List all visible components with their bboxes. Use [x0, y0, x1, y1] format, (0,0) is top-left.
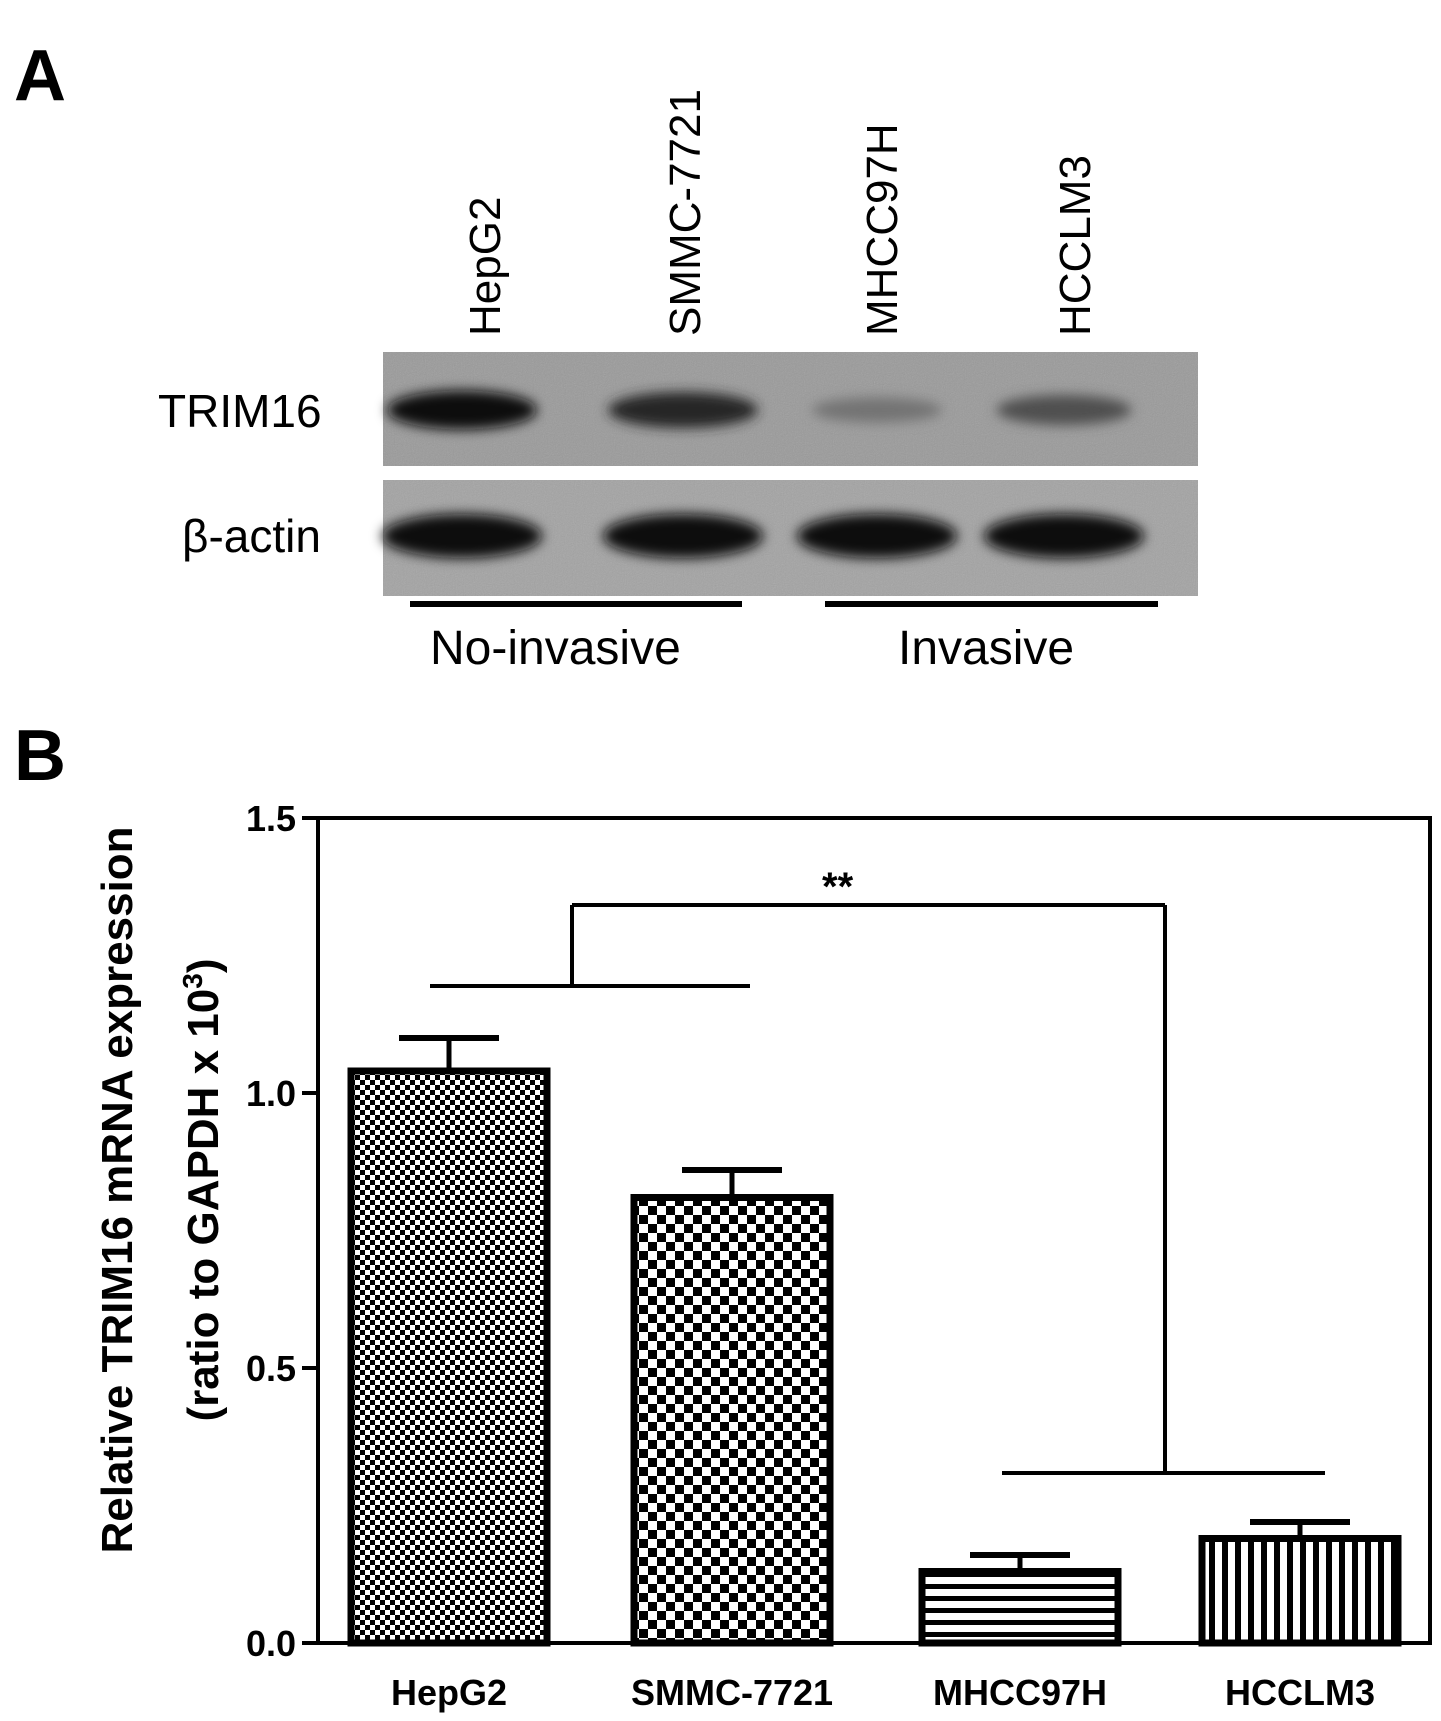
group-label-invasive: Invasive	[898, 622, 1074, 675]
bar-hepg2	[347, 1067, 551, 1647]
bar-mhcc97h	[918, 1568, 1122, 1647]
band-trim16-2	[812, 397, 942, 423]
significance-bracket	[430, 903, 1325, 1475]
band-trim16-3	[996, 395, 1132, 425]
band-trim16-1	[608, 392, 758, 428]
band-label-beta-actin: β-actin	[182, 510, 321, 562]
lane-label-mhcc97h: MHCC97H	[858, 123, 907, 336]
y-axis-title-line2: (ratio to GAPDH x 103)	[177, 959, 228, 1422]
band-beta-actin-3	[984, 514, 1144, 558]
x-tick-label: HCCLM3	[1225, 1672, 1375, 1713]
lane-label-smmc7721: SMMC-7721	[661, 89, 710, 336]
band-trim16-0	[387, 390, 537, 430]
error-bars	[399, 1035, 1350, 1572]
lane-label-hcclm3: HCCLM3	[1051, 155, 1100, 336]
x-tick-label: HepG2	[391, 1672, 507, 1713]
band-label-trim16: TRIM16	[158, 385, 322, 437]
band-beta-actin-1	[603, 514, 763, 558]
y-tick-label: 1.0	[246, 1073, 296, 1114]
y-axis-title: Relative TRIM16 mRNA expression (ratio t…	[93, 826, 228, 1553]
y-axis-ticks: 0.0 0.5 1.0 1.5	[246, 798, 318, 1664]
lane-labels: HepG2 SMMC-7721 MHCC97H HCCLM3	[461, 89, 1100, 336]
y-tick-label: 1.5	[246, 798, 296, 839]
plot-frame	[316, 816, 1432, 1645]
panel-b-letter: B	[14, 716, 66, 796]
bar-smmc-7721	[630, 1194, 834, 1647]
significance-label: **	[822, 865, 854, 909]
band-beta-actin-0	[382, 514, 542, 558]
band-beta-actin-2	[797, 514, 957, 558]
x-tick-label: MHCC97H	[933, 1672, 1107, 1713]
x-axis-category-labels: HepG2 SMMC-7721 MHCC97H HCCLM3	[391, 1672, 1375, 1713]
bar-hcclm3	[1198, 1535, 1402, 1647]
lane-label-hepg2: HepG2	[461, 197, 510, 336]
x-tick-label: SMMC-7721	[631, 1672, 833, 1713]
y-axis-title-line1: Relative TRIM16 mRNA expression	[93, 826, 142, 1553]
blot-beta-actin	[382, 480, 1198, 596]
group-label-noninvasive: No-invasive	[430, 622, 681, 675]
y-tick-label: 0.5	[246, 1348, 296, 1389]
blot-trim16	[383, 352, 1198, 466]
y-tick-label: 0.0	[246, 1623, 296, 1664]
panel-a-letter: A	[14, 36, 66, 116]
bars	[347, 1067, 1402, 1647]
